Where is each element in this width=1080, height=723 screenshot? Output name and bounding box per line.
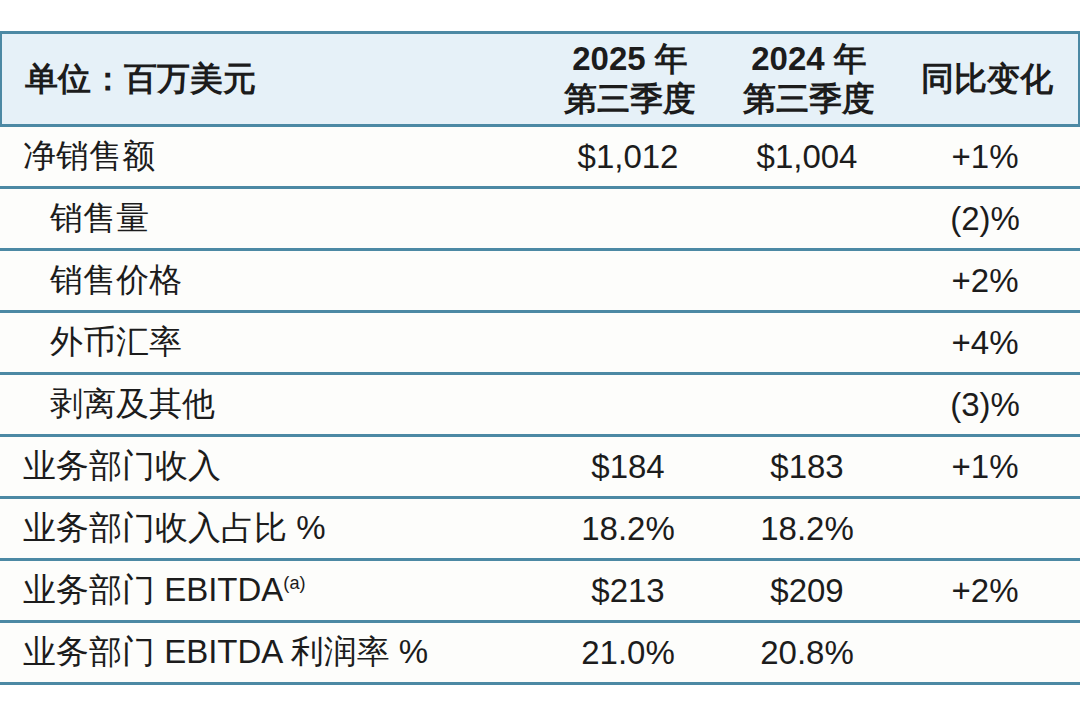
table-row: 销售价格 +2%: [0, 251, 1080, 313]
column-header-yoy-change: 同比变化: [903, 59, 1080, 99]
value-yoy-change: +2%: [901, 572, 1080, 610]
value-yoy-change: (2)%: [901, 200, 1080, 238]
value-yoy-change: +1%: [901, 448, 1080, 486]
table-header-row: 单位：百万美元 2025 年 第三季度 2024 年 第三季度 同比变化: [0, 31, 1080, 127]
row-label-text: 销售量: [50, 199, 149, 236]
value-yoy-change: +1%: [901, 138, 1080, 176]
value-2025-q3: $213: [543, 572, 713, 610]
row-label-text: 业务部门 EBITDA 利润率 %: [23, 633, 428, 670]
row-label-text: 业务部门收入: [23, 447, 221, 484]
table-row: 销售量 (2)%: [0, 189, 1080, 251]
table-row: 净销售额 $1,012 $1,004 +1%: [0, 127, 1080, 189]
table-row: 外币汇率 +4%: [0, 313, 1080, 375]
value-2025-q3: $1,012: [543, 138, 713, 176]
column-header-2025-q3-line1: 2025 年: [545, 39, 715, 79]
row-label: 业务部门 EBITDA 利润率 %: [0, 630, 543, 675]
row-label-text: 销售价格: [50, 261, 182, 298]
row-label-text: 净销售额: [23, 137, 155, 174]
column-header-2024-q3-line1: 2024 年: [715, 39, 903, 79]
table-row: 业务部门收入 $184 $183 +1%: [0, 437, 1080, 499]
value-2025-q3: 18.2%: [543, 510, 713, 548]
row-label-text: 业务部门 EBITDA: [23, 571, 283, 608]
financial-results-table: 单位：百万美元 2025 年 第三季度 2024 年 第三季度 同比变化 净销售…: [0, 31, 1080, 685]
row-label: 业务部门 EBITDA(a): [0, 568, 543, 613]
row-label: 业务部门收入: [0, 444, 543, 489]
row-label-superscript: (a): [283, 573, 305, 593]
row-label: 外币汇率: [0, 320, 543, 365]
row-label-text: 业务部门收入占比 %: [23, 509, 326, 546]
value-2024-q3: 20.8%: [713, 634, 901, 672]
column-header-2025-q3: 2025 年 第三季度: [545, 39, 715, 119]
row-label: 净销售额: [0, 134, 543, 179]
row-label: 剥离及其他: [0, 382, 543, 427]
row-label-text: 剥离及其他: [50, 385, 215, 422]
row-label-text: 外币汇率: [50, 323, 182, 360]
value-2025-q3: 21.0%: [543, 634, 713, 672]
column-header-2024-q3: 2024 年 第三季度: [715, 39, 903, 119]
row-label: 销售价格: [0, 258, 543, 303]
row-label: 业务部门收入占比 %: [0, 506, 543, 551]
value-2024-q3: $183: [713, 448, 901, 486]
value-yoy-change: +2%: [901, 262, 1080, 300]
value-2024-q3: $1,004: [713, 138, 901, 176]
value-yoy-change: (3)%: [901, 386, 1080, 424]
value-2024-q3: $209: [713, 572, 901, 610]
value-2024-q3: 18.2%: [713, 510, 901, 548]
table-row: 剥离及其他 (3)%: [0, 375, 1080, 437]
table-row: 业务部门收入占比 % 18.2% 18.2%: [0, 499, 1080, 561]
table-row: 业务部门 EBITDA(a) $213 $209 +2%: [0, 561, 1080, 623]
table-body: 净销售额 $1,012 $1,004 +1% 销售量 (2)% 销售价格 +2%…: [0, 127, 1080, 685]
column-header-2025-q3-line2: 第三季度: [545, 79, 715, 119]
column-header-yoy-line1: 同比变化: [903, 59, 1071, 99]
row-label: 销售量: [0, 196, 543, 241]
table-row: 业务部门 EBITDA 利润率 % 21.0% 20.8%: [0, 623, 1080, 685]
value-2025-q3: $184: [543, 448, 713, 486]
unit-label: 单位：百万美元: [2, 57, 545, 102]
value-yoy-change: +4%: [901, 324, 1080, 362]
column-header-2024-q3-line2: 第三季度: [715, 79, 903, 119]
